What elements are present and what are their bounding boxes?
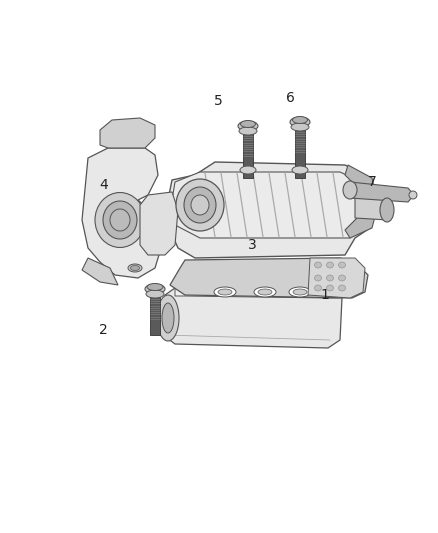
Ellipse shape [314,275,321,281]
Ellipse shape [343,181,357,199]
Ellipse shape [289,287,311,297]
Ellipse shape [131,265,139,271]
Ellipse shape [145,284,165,294]
Ellipse shape [240,166,256,174]
Ellipse shape [240,120,255,127]
Ellipse shape [326,262,333,268]
Ellipse shape [290,117,310,127]
Text: 1: 1 [320,288,329,302]
Polygon shape [243,131,253,178]
Ellipse shape [157,295,179,341]
Ellipse shape [339,275,346,281]
Polygon shape [163,288,342,348]
Ellipse shape [218,289,232,295]
Ellipse shape [314,262,321,268]
Polygon shape [140,192,178,255]
Polygon shape [82,148,162,278]
Text: 5: 5 [214,94,223,108]
Polygon shape [168,162,375,258]
Ellipse shape [238,121,258,131]
Ellipse shape [409,191,417,199]
Ellipse shape [95,192,145,247]
Ellipse shape [339,262,346,268]
Polygon shape [350,182,414,202]
Ellipse shape [184,187,216,223]
Ellipse shape [254,287,276,297]
Polygon shape [175,288,342,298]
Text: 3: 3 [248,238,257,252]
Ellipse shape [291,123,309,131]
Polygon shape [172,172,370,238]
Polygon shape [355,195,388,220]
Ellipse shape [339,285,346,291]
Ellipse shape [162,303,174,333]
Polygon shape [295,127,305,178]
Ellipse shape [380,198,394,222]
Ellipse shape [326,275,333,281]
Text: 4: 4 [99,178,108,192]
Polygon shape [170,258,368,298]
Ellipse shape [258,289,272,295]
Polygon shape [150,294,160,335]
Ellipse shape [128,264,142,272]
Ellipse shape [314,285,321,291]
Text: 2: 2 [99,323,108,337]
Ellipse shape [103,201,137,239]
Ellipse shape [191,195,209,215]
Polygon shape [82,258,118,285]
Ellipse shape [146,290,164,298]
Text: 7: 7 [368,175,377,189]
Ellipse shape [292,166,308,174]
Ellipse shape [176,179,224,231]
Text: 6: 6 [286,91,294,105]
Ellipse shape [110,209,130,231]
Ellipse shape [147,284,163,290]
Ellipse shape [326,285,333,291]
Ellipse shape [293,117,307,124]
Polygon shape [345,165,378,238]
Polygon shape [100,118,155,148]
Ellipse shape [293,289,307,295]
Ellipse shape [239,127,257,135]
Ellipse shape [214,287,236,297]
Polygon shape [308,258,365,298]
